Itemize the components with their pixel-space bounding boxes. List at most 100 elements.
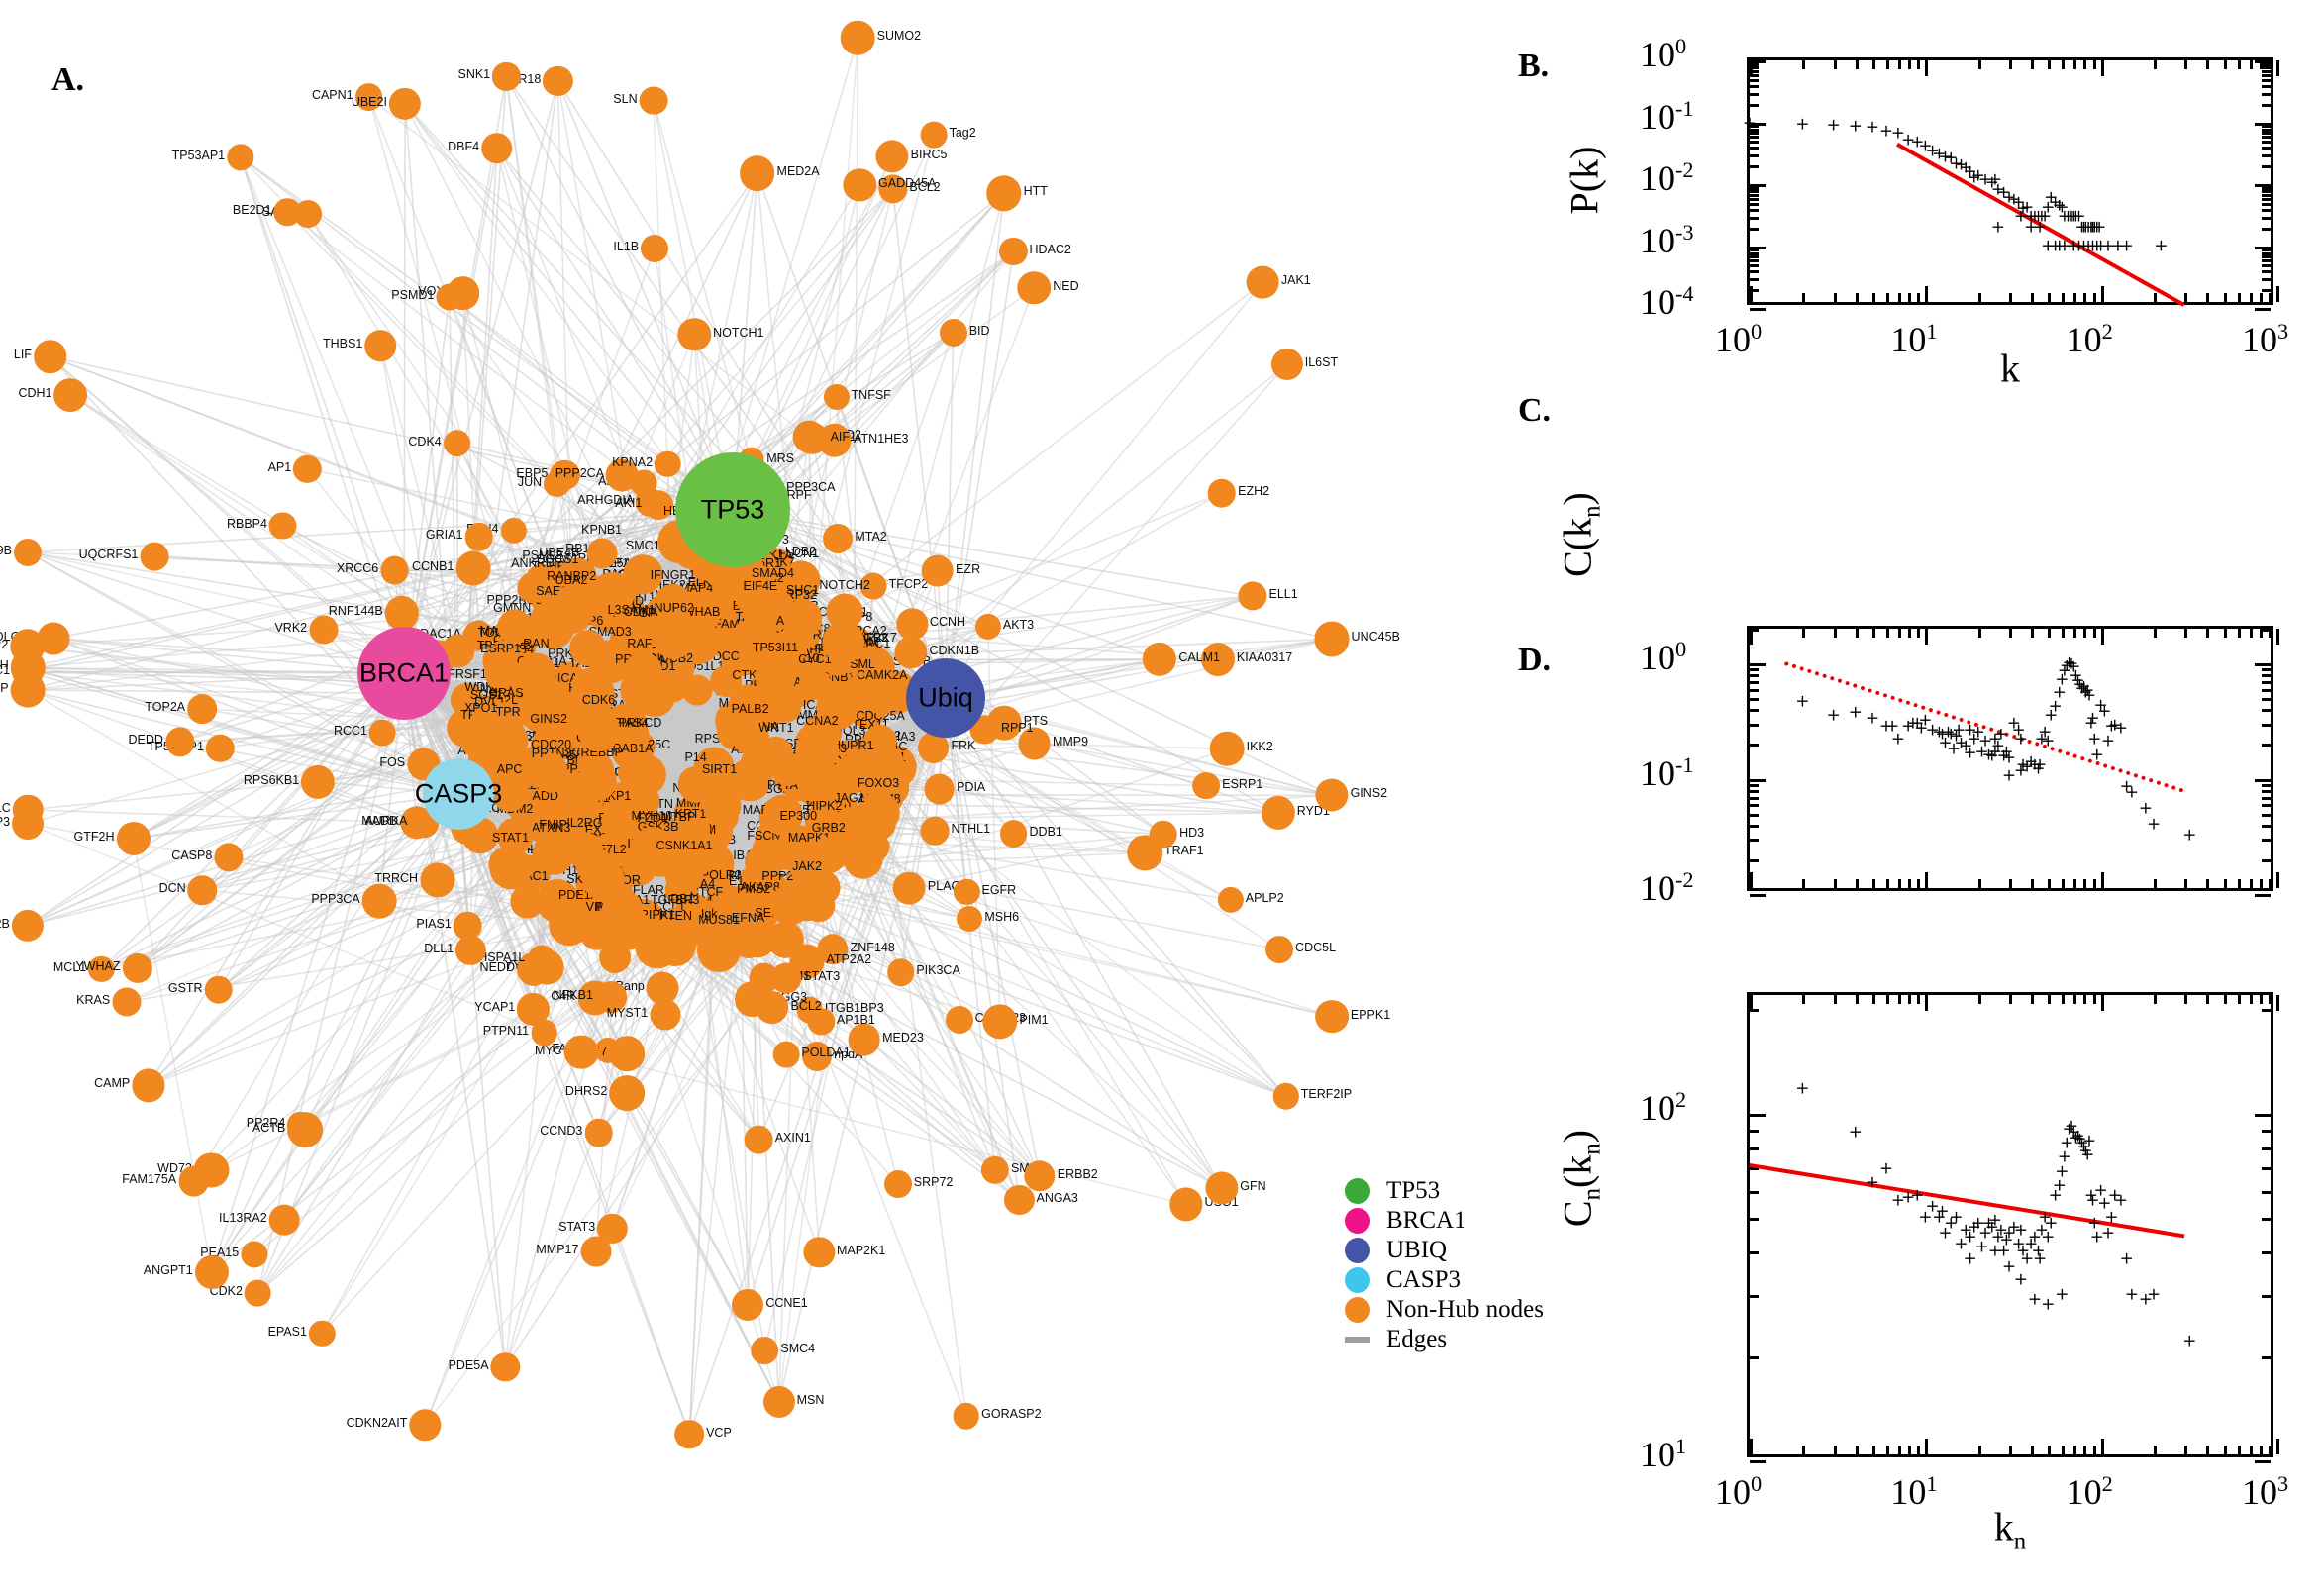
- panel-b-plot-area[interactable]: + + + + + + + + + + + + + + + + + + + + + + + + + + + + + + + + + + + + + + + +…: [1743, 57, 2279, 311]
- legend-item-tp53[interactable]: TP53: [1345, 1176, 1572, 1206]
- network-node[interactable]: [655, 924, 697, 966]
- network-node[interactable]: [481, 132, 513, 164]
- network-node[interactable]: [53, 377, 88, 412]
- network-node[interactable]: [1207, 478, 1237, 508]
- network-node[interactable]: [12, 807, 44, 840]
- network-node[interactable]: [641, 234, 669, 262]
- network-node[interactable]: [1270, 348, 1303, 380]
- network-node[interactable]: [187, 694, 217, 724]
- network-node[interactable]: [920, 122, 948, 149]
- network-node[interactable]: [921, 554, 955, 587]
- network-node[interactable]: [755, 990, 789, 1025]
- network-node[interactable]: [361, 883, 397, 919]
- network-node[interactable]: [194, 1254, 229, 1289]
- network-node[interactable]: [510, 884, 544, 918]
- network-node[interactable]: [1314, 621, 1350, 657]
- network-node[interactable]: [1238, 581, 1267, 611]
- network-node[interactable]: [982, 1003, 1018, 1040]
- network-node[interactable]: [624, 652, 662, 691]
- network-node[interactable]: [939, 318, 967, 347]
- network-node[interactable]: [586, 538, 618, 569]
- network-node[interactable]: [140, 542, 169, 571]
- network-node[interactable]: [606, 458, 639, 492]
- network-node[interactable]: [957, 906, 983, 933]
- network-node[interactable]: [896, 608, 928, 641]
- network-node[interactable]: [674, 1419, 705, 1449]
- network-node[interactable]: [178, 1165, 209, 1197]
- network-node[interactable]: [309, 615, 339, 645]
- network-node[interactable]: [436, 283, 463, 311]
- network-node[interactable]: [650, 999, 681, 1031]
- network-node[interactable]: [1018, 728, 1051, 760]
- network-node[interactable]: [738, 626, 773, 660]
- network-node[interactable]: [568, 629, 607, 667]
- network-node[interactable]: [268, 512, 296, 540]
- network-node[interactable]: [609, 1075, 646, 1112]
- network-node[interactable]: [745, 1125, 773, 1154]
- network-node[interactable]: [227, 143, 254, 171]
- network-node[interactable]: [841, 21, 875, 55]
- network-node[interactable]: [116, 822, 151, 856]
- network-node[interactable]: [293, 454, 322, 483]
- network-node[interactable]: [241, 1241, 268, 1268]
- network-node[interactable]: [1017, 271, 1052, 305]
- network-node[interactable]: [770, 961, 802, 994]
- network-node[interactable]: [535, 753, 567, 786]
- panel-d-plot-area[interactable]: + + + + + + + + + + + + + + + + + + + + + + + + + + + + + + + + + + + + + + + +…: [1747, 992, 2279, 1463]
- network-node[interactable]: [1169, 1187, 1203, 1222]
- network-node[interactable]: [823, 384, 850, 411]
- network-node[interactable]: [384, 596, 420, 631]
- network-node[interactable]: [273, 198, 301, 226]
- network-node[interactable]: [732, 1288, 764, 1321]
- network-node[interactable]: [1272, 1082, 1299, 1110]
- network-node[interactable]: [834, 806, 866, 839]
- network-node[interactable]: [802, 1042, 833, 1072]
- network-node[interactable]: [204, 975, 234, 1005]
- network-node[interactable]: [577, 761, 618, 802]
- network-node[interactable]: [1261, 795, 1295, 830]
- legend-item-casp3[interactable]: CASP3: [1345, 1265, 1572, 1295]
- network-node[interactable]: [533, 837, 569, 873]
- network-node[interactable]: [369, 719, 396, 747]
- network-node[interactable]: [945, 1006, 973, 1035]
- network-node[interactable]: [1200, 643, 1235, 677]
- network-node[interactable]: [732, 926, 764, 958]
- network-node[interactable]: [699, 778, 740, 819]
- network-node[interactable]: [1210, 731, 1245, 766]
- network-node[interactable]: [1004, 1184, 1035, 1216]
- network-node[interactable]: [823, 524, 854, 554]
- network-node[interactable]: [633, 827, 673, 867]
- network-node[interactable]: [826, 593, 863, 631]
- network-node[interactable]: [594, 981, 627, 1014]
- legend-item-brca1[interactable]: BRCA1: [1345, 1206, 1572, 1236]
- network-node[interactable]: [893, 871, 926, 905]
- network-node[interactable]: [1149, 820, 1178, 848]
- network-node[interactable]: [531, 1019, 557, 1047]
- network-node[interactable]: [565, 831, 604, 869]
- network-node[interactable]: [443, 429, 471, 457]
- network-node[interactable]: [859, 572, 887, 600]
- network-node[interactable]: [88, 956, 115, 983]
- network-node[interactable]: [1315, 999, 1349, 1034]
- network-node[interactable]: [455, 550, 491, 586]
- network-node[interactable]: [848, 1024, 881, 1056]
- network-node[interactable]: [380, 555, 410, 585]
- network-node[interactable]: [487, 720, 529, 761]
- network-node[interactable]: [755, 655, 796, 698]
- panel-c-plot-area[interactable]: + + + + + + + + + + + + + + + + + + + + + + + + + + + + + + + + + + + + + + + +…: [1747, 626, 2279, 897]
- network-node[interactable]: [745, 844, 783, 882]
- network-node[interactable]: [364, 330, 396, 361]
- network-node[interactable]: [999, 819, 1028, 848]
- network-node[interactable]: [268, 1204, 300, 1236]
- network-node[interactable]: [751, 1337, 779, 1364]
- network-node[interactable]: [1247, 265, 1279, 299]
- network-node[interactable]: [920, 816, 950, 846]
- network-node[interactable]: [953, 1402, 980, 1430]
- legend-item-ubiq[interactable]: UBIQ: [1345, 1236, 1572, 1265]
- network-node[interactable]: [1265, 936, 1294, 963]
- network-node[interactable]: [556, 585, 587, 616]
- network-node[interactable]: [244, 1280, 271, 1307]
- network-node[interactable]: [601, 804, 638, 841]
- network-node[interactable]: [795, 729, 840, 773]
- network-node[interactable]: [409, 1409, 441, 1442]
